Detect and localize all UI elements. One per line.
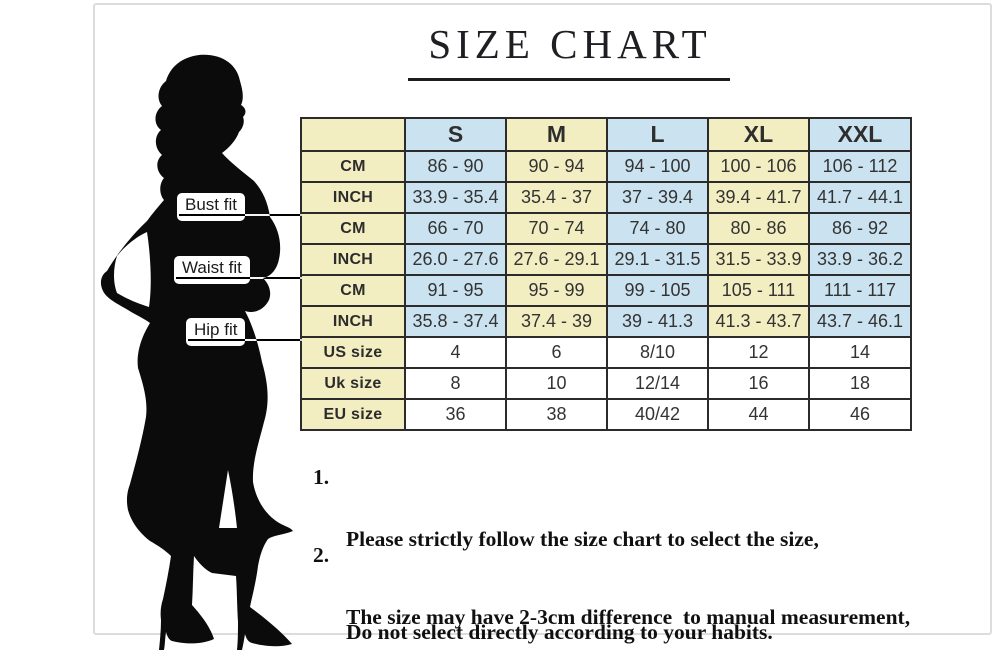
title-underline	[408, 78, 730, 81]
row-label: EU size	[300, 398, 406, 431]
size-cell: 36	[404, 398, 507, 431]
size-cell: 111 - 117	[808, 274, 912, 307]
header-corner-cell	[300, 117, 406, 152]
row-label: INCH	[300, 243, 406, 276]
row-label: CM	[300, 274, 406, 307]
size-cell: 16	[707, 367, 810, 400]
size-cell: 99 - 105	[606, 274, 709, 307]
size-cell: 29.1 - 31.5	[606, 243, 709, 276]
table-row: Uk size 8 10 12/14 16 18	[300, 367, 912, 400]
size-cell: 95 - 99	[505, 274, 608, 307]
row-label: INCH	[300, 305, 406, 338]
size-cell: 41.3 - 43.7	[707, 305, 810, 338]
size-cell: 38	[505, 398, 608, 431]
size-cell: 41.7 - 44.1	[808, 181, 912, 214]
table-row: US size 4 6 8/10 12 14	[300, 336, 912, 369]
size-cell: 91 - 95	[404, 274, 507, 307]
size-cell: 33.9 - 36.2	[808, 243, 912, 276]
note-2-text: The size may have 2-3cm difference to ma…	[346, 540, 1000, 663]
header-cell-l: L	[606, 117, 709, 152]
size-cell: 14	[808, 336, 912, 369]
note-2-number: 2.	[313, 543, 330, 567]
note-1-line-2: Do not select directly according to your…	[346, 620, 773, 644]
leader-line-hip	[188, 339, 302, 341]
size-table-body: S M L XL XXL CM 86 - 90 90 - 94 94 - 100 100 - 10…	[300, 117, 912, 431]
size-cell: 8/10	[606, 336, 709, 369]
size-table: S M L XL XXL CM 86 - 90 90 - 94 94 - 100 100 - 10…	[300, 117, 912, 431]
size-cell: 70 - 74	[505, 212, 608, 245]
size-cell: 10	[505, 367, 608, 400]
header-cell-s: S	[404, 117, 507, 152]
size-cell: 86 - 92	[808, 212, 912, 245]
size-cell: 18	[808, 367, 912, 400]
size-cell: 74 - 80	[606, 212, 709, 245]
row-label: INCH	[300, 181, 406, 214]
size-cell: 8	[404, 367, 507, 400]
measure-label-bust: Bust fit	[177, 193, 245, 221]
size-cell: 90 - 94	[505, 150, 608, 183]
table-row: CM 86 - 90 90 - 94 94 - 100 100 - 106 106 - 1…	[300, 150, 912, 183]
size-cell: 66 - 70	[404, 212, 507, 245]
row-label: CM	[300, 212, 406, 245]
table-row: CM 91 - 95 95 - 99 99 - 105 105 - 111 111 - 1…	[300, 274, 912, 307]
note-1-number: 1.	[313, 465, 330, 489]
header-cell-xxl: XXL	[808, 117, 912, 152]
table-row: INCH 35.8 - 37.4 37.4 - 39 39 - 41.3 41.3 - …	[300, 305, 912, 338]
table-row: INCH 33.9 - 35.4 35.4 - 37 37 - 39.4 39.4 - …	[300, 181, 912, 214]
page-title: SIZE CHART	[428, 21, 712, 67]
size-cell: 86 - 90	[404, 150, 507, 183]
row-label: US size	[300, 336, 406, 369]
leader-line-bust	[179, 214, 302, 216]
table-row: CM 66 - 70 70 - 74 74 - 80 80 - 86 86 - 92	[300, 212, 912, 245]
leader-line-waist	[176, 277, 302, 279]
size-cell: 37 - 39.4	[606, 181, 709, 214]
size-cell: 94 - 100	[606, 150, 709, 183]
note-1: 1. Please strictly follow the size chart…	[313, 462, 1000, 663]
measure-label-hip: Hip fit	[186, 318, 246, 346]
table-row: INCH 26.0 - 27.6 27.6 - 29.1 29.1 - 31.5 31.…	[300, 243, 912, 276]
size-cell: 35.8 - 37.4	[404, 305, 507, 338]
size-cell: 12/14	[606, 367, 709, 400]
size-cell: 46	[808, 398, 912, 431]
size-cell: 12	[707, 336, 810, 369]
row-label: CM	[300, 150, 406, 183]
size-cell: 26.0 - 27.6	[404, 243, 507, 276]
size-cell: 35.4 - 37	[505, 181, 608, 214]
row-label: Uk size	[300, 367, 406, 400]
note-1-text: Please strictly follow the size chart to…	[346, 462, 1000, 663]
size-cell: 106 - 112	[808, 150, 912, 183]
size-cell: 105 - 111	[707, 274, 810, 307]
header-row: S M L XL XXL	[300, 117, 912, 152]
header-cell-m: M	[505, 117, 608, 152]
size-cell: 39.4 - 41.7	[707, 181, 810, 214]
size-cell: 31.5 - 33.9	[707, 243, 810, 276]
size-cell: 39 - 41.3	[606, 305, 709, 338]
note-1-line-1: Please strictly follow the size chart to…	[346, 527, 819, 551]
note-2-line-1: The size may have 2-3cm difference to ma…	[346, 605, 911, 629]
size-cell: 100 - 106	[707, 150, 810, 183]
size-cell: 6	[505, 336, 608, 369]
size-cell: 33.9 - 35.4	[404, 181, 507, 214]
header-cell-xl: XL	[707, 117, 810, 152]
size-cell: 40/42	[606, 398, 709, 431]
size-cell: 37.4 - 39	[505, 305, 608, 338]
size-cell: 44	[707, 398, 810, 431]
size-cell: 4	[404, 336, 507, 369]
note-2: 2. The size may have 2-3cm difference to…	[313, 540, 1000, 663]
size-cell: 43.7 - 46.1	[808, 305, 912, 338]
size-cell: 27.6 - 29.1	[505, 243, 608, 276]
size-cell: 80 - 86	[707, 212, 810, 245]
measure-label-waist: Waist fit	[174, 256, 250, 284]
table-row: EU size 36 38 40/42 44 46	[300, 398, 912, 431]
